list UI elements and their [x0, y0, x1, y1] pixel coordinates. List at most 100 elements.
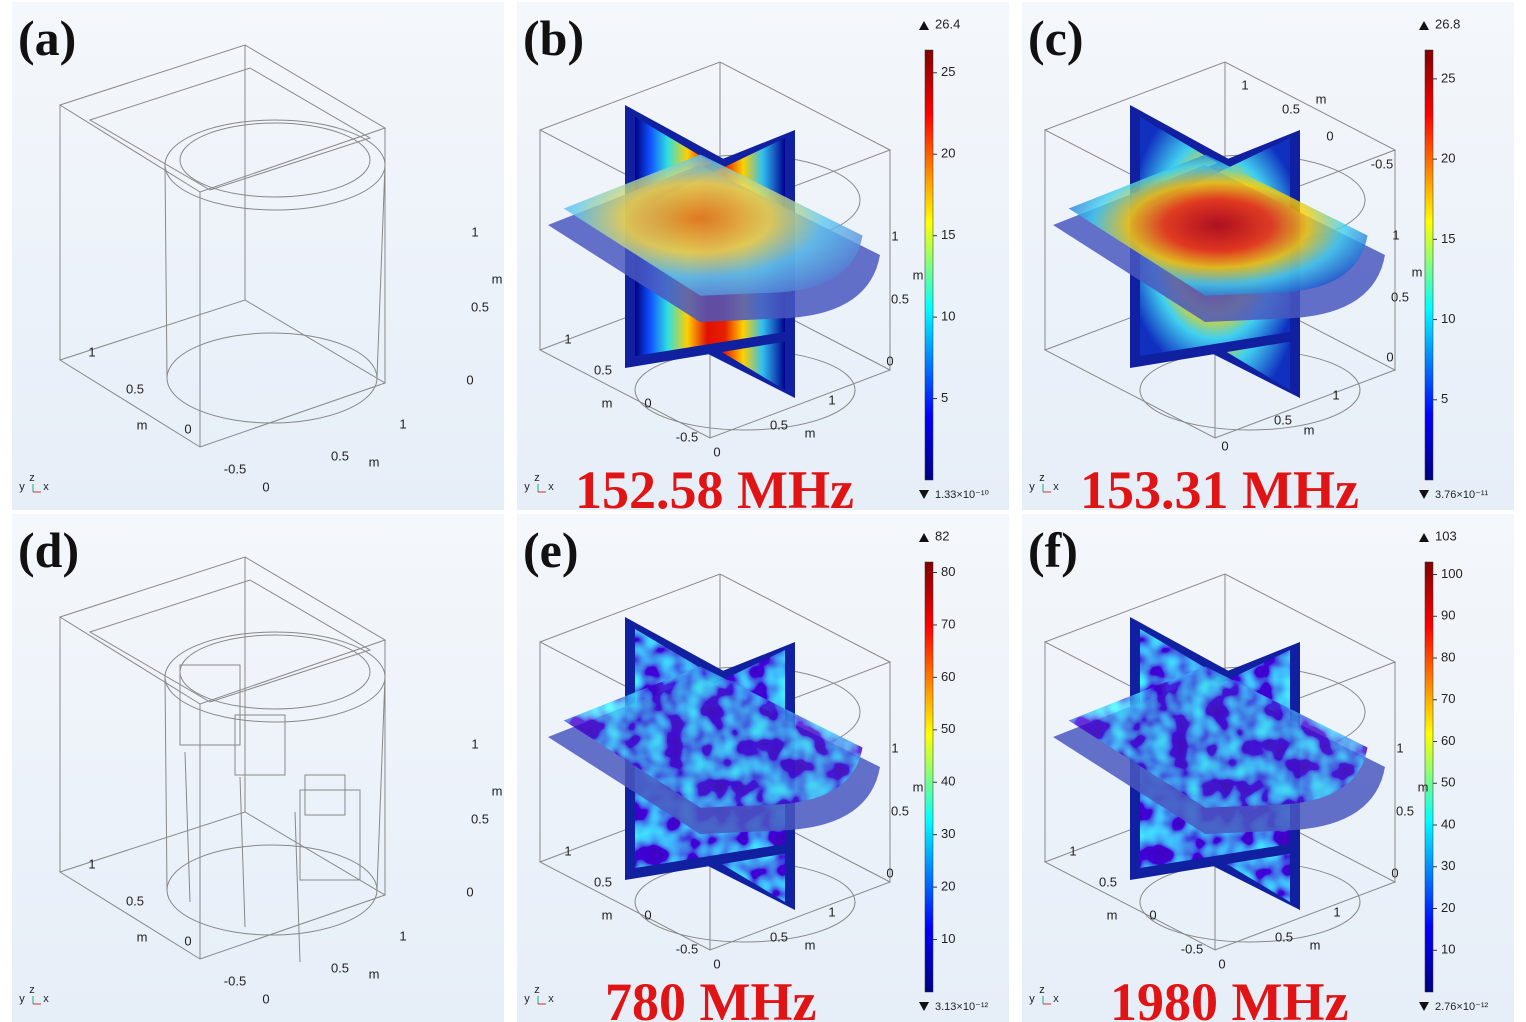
axis-label: 1 [1069, 843, 1076, 858]
field-slice [1068, 666, 1368, 808]
wire-rod [184, 751, 191, 903]
axis-label: 0 [644, 395, 651, 410]
axis-label: m [137, 417, 148, 432]
axis-label: 0 [262, 991, 269, 1006]
colorbar [1424, 49, 1434, 481]
axis-triad-label: z [1039, 472, 1045, 484]
colorbar-tick-label: 60 [941, 669, 955, 684]
colorbar-tick-label: 10 [941, 931, 955, 946]
axis-triad-label: x [548, 993, 554, 1005]
colorbar-tick-label: 15 [1441, 231, 1455, 246]
frequency-label: 1980 MHz [1110, 972, 1348, 1022]
wire-cylinder-side [376, 676, 386, 891]
axis-label: 0.5 [770, 929, 788, 944]
colorbar-min-arrow [1419, 1002, 1429, 1011]
frequency-label: 153.31 MHz [1080, 460, 1359, 520]
axis-triad-label: x [1053, 993, 1059, 1005]
axis-label: 1 [1333, 904, 1340, 919]
axis-triad-label: y [524, 993, 530, 1005]
axis-label: 0 [886, 865, 893, 880]
axis-label: m [137, 929, 148, 944]
axis-label: m [369, 454, 380, 469]
axis-triad-label: y [524, 481, 530, 493]
colorbar-tick-label: 15 [941, 227, 955, 242]
axis-label: -0.5 [1181, 941, 1203, 956]
axis-label: 1 [564, 843, 571, 858]
colorbar-min-label: 1.33×10⁻¹⁰ [935, 489, 990, 501]
wire-box-inner [88, 67, 372, 191]
axis-label: m [602, 395, 613, 410]
axis-label: 0.5 [594, 362, 612, 377]
axis-triad-label: z [29, 984, 35, 996]
axis-label: 1 [891, 228, 898, 243]
wire-cylinder-top-inner [179, 122, 371, 198]
axis-label: m [1304, 422, 1315, 437]
colorbar-min-arrow [1419, 490, 1429, 499]
axis-label: 0 [184, 933, 191, 948]
axis-triad-label: x [43, 481, 49, 493]
wire-rod [294, 811, 301, 963]
axis-label: 0 [1149, 907, 1156, 922]
panel-label: (f) [1028, 522, 1078, 578]
axis-triad-label: y [1029, 993, 1035, 1005]
colorbar [1424, 561, 1434, 993]
axis-label: 1 [399, 416, 406, 431]
axis-label: m [1418, 779, 1429, 794]
colorbar-tick-label: 50 [941, 721, 955, 736]
axis-label: m [805, 425, 816, 440]
colorbar-max-label: 26.4 [935, 16, 960, 31]
axis-label: 0 [466, 884, 473, 899]
axis-label: 0.5 [1282, 101, 1300, 116]
colorbar-min-arrow [919, 1002, 929, 1011]
axis-label: 0 [1326, 128, 1333, 143]
axis-label: m [1310, 937, 1321, 952]
wire-object [234, 714, 286, 776]
axis-label: 0.5 [331, 960, 349, 975]
axis-label: 1 [88, 344, 95, 359]
panel-label: (e) [523, 522, 579, 578]
colorbar-tick-label: 10 [941, 309, 955, 324]
colorbar-max-arrow [1419, 533, 1429, 542]
panel-background [12, 2, 504, 510]
colorbar-min-arrow [919, 490, 929, 499]
colorbar-tick-label: 20 [1441, 900, 1455, 915]
colorbar-min-label: 2.76×10⁻¹² [1435, 1001, 1489, 1013]
axis-label: 1 [88, 856, 95, 871]
colorbar-tick-label: 70 [1441, 691, 1455, 706]
axis-label: 0.5 [331, 448, 349, 463]
frequency-label: 152.58 MHz [575, 460, 854, 520]
axis-label: 0 [1386, 349, 1393, 364]
axis-label: m [492, 271, 503, 286]
axis-triad-label: z [534, 472, 540, 484]
axis-label: 0.5 [594, 874, 612, 889]
axis-label: 0 [184, 421, 191, 436]
axis-label: 0.5 [1099, 874, 1117, 889]
colorbar-tick-label: 5 [1441, 391, 1448, 406]
colorbar-tick-label: 40 [941, 774, 955, 789]
colorbar-tick-label: 20 [941, 146, 955, 161]
axis-triad-label: y [19, 993, 25, 1005]
panel-label: (a) [18, 10, 76, 66]
wire-box-inner [88, 579, 372, 703]
colorbar-tick-label: 30 [1441, 858, 1455, 873]
axis-label: 1 [564, 331, 571, 346]
axis-label: 1 [1392, 227, 1399, 242]
axis-label: 1 [471, 224, 478, 239]
axis-label: 0.5 [891, 803, 909, 818]
colorbar [924, 561, 934, 993]
axis-label: 0 [1391, 865, 1398, 880]
colorbar-tick-label: 80 [941, 564, 955, 579]
axis-label: 0.5 [1274, 412, 1292, 427]
panel-label: (d) [18, 522, 79, 578]
axis-label: 0.5 [891, 291, 909, 306]
colorbar-tick-label: 30 [941, 826, 955, 841]
axis-triad-label: x [1053, 481, 1059, 493]
axis-label: 1 [399, 928, 406, 943]
colorbar-tick-label: 100 [1441, 566, 1463, 581]
